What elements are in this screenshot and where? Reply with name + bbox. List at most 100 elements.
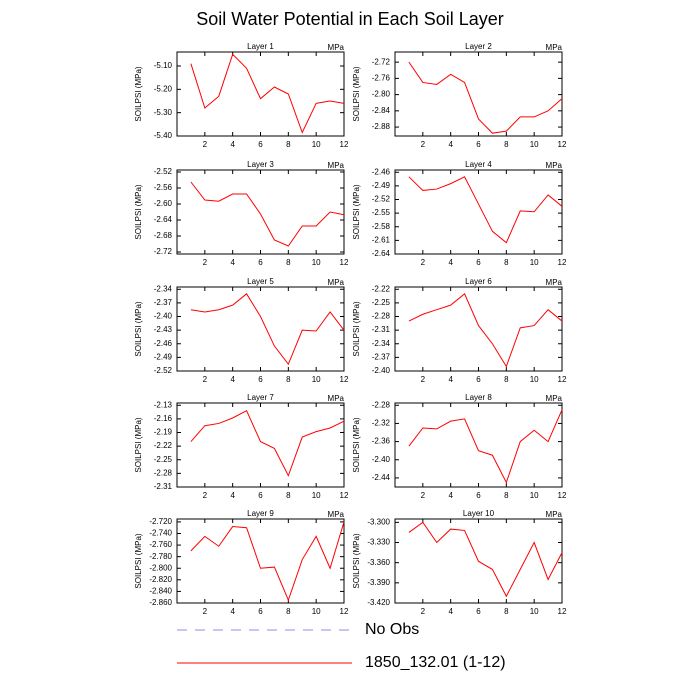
panel-title: Layer 2 [465, 42, 492, 51]
y-tick-label: -2.64 [372, 249, 391, 258]
y-tick-label: -2.840 [149, 587, 172, 596]
x-tick-label: 10 [312, 140, 321, 149]
y-axis-label: SOILPSI (MPa) [352, 184, 361, 239]
y-tick-label: -2.49 [372, 181, 391, 190]
x-tick-label: 6 [258, 375, 263, 384]
y-axis-label: SOILPSI (MPa) [134, 533, 143, 588]
y-axis-label: SOILPSI (MPa) [134, 184, 143, 239]
y-tick-label: -2.34 [154, 284, 173, 293]
x-tick-label: 2 [203, 491, 208, 500]
data-line [408, 293, 563, 368]
panel-title: Layer 3 [247, 160, 274, 169]
y-tick-label: -2.40 [372, 366, 391, 375]
x-tick-label: 12 [340, 607, 349, 616]
y-tick-label: -2.37 [372, 352, 391, 361]
x-tick-label: 4 [448, 375, 453, 384]
y-tick-label: -3.390 [367, 578, 390, 587]
y-tick-label: -2.80 [372, 90, 391, 99]
y-tick-label: -2.52 [154, 167, 173, 176]
x-tick-label: 12 [558, 258, 567, 267]
x-tick-label: 10 [530, 491, 539, 500]
y-axis-label: SOILPSI (MPa) [352, 66, 361, 121]
x-tick-label: 12 [558, 607, 567, 616]
x-tick-label: 4 [230, 491, 235, 500]
units-label: MPa [546, 510, 563, 519]
y-tick-label: -2.800 [149, 563, 172, 572]
x-tick-label: 6 [476, 140, 481, 149]
y-tick-label: -2.40 [372, 455, 391, 464]
y-axis-label: SOILPSI (MPa) [352, 417, 361, 472]
y-axis-label: SOILPSI (MPa) [134, 301, 143, 356]
data-line [190, 521, 345, 602]
y-tick-label: -2.25 [154, 455, 173, 464]
x-tick-label: 8 [286, 258, 291, 267]
y-tick-label: -2.46 [372, 167, 391, 176]
panel-title: Layer 8 [465, 393, 492, 402]
y-tick-label: -2.22 [154, 441, 173, 450]
y-tick-label: -2.820 [149, 575, 172, 584]
x-tick-label: 10 [312, 491, 321, 500]
y-tick-label: -2.32 [372, 419, 391, 428]
plot-frame [394, 286, 563, 372]
y-tick-label: -2.22 [372, 284, 391, 293]
y-tick-label: -2.16 [154, 414, 173, 423]
panel-title: Layer 6 [465, 277, 492, 286]
y-tick-label: -2.84 [372, 106, 391, 115]
x-tick-label: 8 [504, 491, 509, 500]
y-tick-label: -2.72 [372, 57, 391, 66]
y-tick-label: -2.31 [372, 325, 391, 334]
y-tick-label: -5.40 [154, 131, 173, 140]
y-tick-label: -2.43 [154, 325, 173, 334]
x-tick-label: 10 [312, 258, 321, 267]
plot-frame [394, 51, 563, 137]
y-tick-label: -2.28 [154, 468, 173, 477]
data-line [408, 176, 563, 244]
x-tick-label: 6 [476, 607, 481, 616]
x-tick-label: 8 [286, 607, 291, 616]
panel-title: Layer 4 [465, 160, 492, 169]
x-tick-label: 12 [340, 375, 349, 384]
units-label: MPa [546, 278, 563, 287]
y-tick-label: -2.52 [372, 195, 391, 204]
x-tick-label: 4 [448, 140, 453, 149]
x-tick-label: 4 [448, 607, 453, 616]
legend-label: No Obs [365, 621, 419, 638]
units-label: MPa [546, 394, 563, 403]
x-tick-label: 6 [258, 258, 263, 267]
y-tick-label: -2.72 [154, 247, 173, 256]
x-tick-label: 2 [421, 258, 426, 267]
x-tick-label: 10 [530, 375, 539, 384]
data-line [190, 181, 345, 247]
y-axis-label: SOILPSI (MPa) [352, 533, 361, 588]
panel-title: Layer 9 [247, 509, 274, 518]
units-label: MPa [546, 43, 563, 52]
y-tick-label: -3.420 [367, 598, 390, 607]
x-tick-label: 6 [476, 258, 481, 267]
y-tick-label: -2.780 [149, 552, 172, 561]
y-tick-label: -2.52 [154, 366, 173, 375]
plot-frame [394, 402, 563, 488]
x-tick-label: 2 [421, 375, 426, 384]
y-tick-label: -3.360 [367, 558, 390, 567]
y-tick-label: -2.56 [154, 183, 173, 192]
y-tick-label: -2.37 [154, 298, 173, 307]
plot-frame [176, 402, 345, 488]
y-tick-label: -5.30 [154, 108, 173, 117]
y-tick-label: -2.720 [149, 517, 172, 526]
y-tick-label: -3.330 [367, 538, 390, 547]
y-tick-label: -2.68 [154, 231, 173, 240]
y-tick-label: -2.740 [149, 529, 172, 538]
y-tick-label: -2.19 [154, 428, 173, 437]
plot-frame [176, 51, 345, 137]
y-tick-label: -2.31 [154, 482, 173, 491]
x-tick-label: 10 [530, 258, 539, 267]
y-tick-label: -2.49 [154, 352, 173, 361]
x-tick-label: 6 [258, 491, 263, 500]
panel-title: Layer 1 [247, 42, 274, 51]
x-tick-label: 4 [230, 607, 235, 616]
y-tick-label: -2.860 [149, 598, 172, 607]
y-tick-label: -2.64 [154, 215, 173, 224]
panel-title: Layer 7 [247, 393, 274, 402]
